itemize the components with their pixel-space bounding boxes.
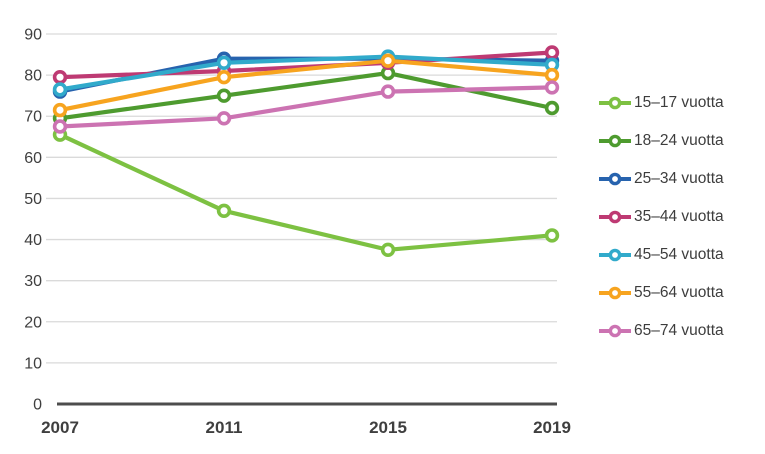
y-tick-label: 40 [24, 232, 42, 249]
y-tick-label: 20 [24, 314, 42, 331]
data-point-55-64-vuotta [544, 67, 560, 83]
data-point-45-54-vuotta [216, 55, 232, 70]
legend-item-55-64-vuotta: 55–64 vuotta [598, 283, 724, 303]
chart-legend: 15–17 vuotta 18–24 vuotta 25–34 vuotta 35–4… [598, 93, 724, 359]
legend-marker-icon [599, 248, 631, 262]
data-point-18-24-vuotta [216, 88, 232, 103]
legend-item-35-44-vuotta: 35–44 vuotta [598, 207, 724, 227]
data-point-35-44-vuotta [52, 69, 68, 85]
x-tick-label: 2011 [206, 418, 243, 437]
data-point-65-74-vuotta [216, 111, 232, 126]
x-tick-label: 2007 [41, 418, 79, 437]
data-point-35-44-vuotta [544, 45, 560, 60]
legend-label: 45–54 vuotta [634, 246, 724, 263]
y-tick-label: 90 [24, 27, 42, 44]
data-point-15-17-vuotta [380, 242, 396, 258]
legend-label: 15–17 vuotta [634, 94, 724, 111]
series-line-55-64-vuotta [57, 58, 555, 113]
legend-marker-icon [599, 324, 631, 338]
legend-item-15-17-vuotta: 15–17 vuotta [598, 93, 724, 113]
legend-label: 35–44 vuotta [634, 208, 724, 225]
y-tick-label: 10 [24, 355, 42, 372]
data-point-65-74-vuotta [52, 119, 68, 134]
data-point-18-24-vuotta [544, 100, 560, 116]
y-tick-label: 80 [24, 68, 42, 85]
y-tick-label: 70 [24, 109, 42, 126]
data-point-55-64-vuotta [52, 102, 68, 118]
data-point-15-17-vuotta [216, 203, 232, 219]
series-line-35-44-vuotta [57, 50, 555, 80]
data-point-15-17-vuotta [544, 228, 560, 243]
x-tick-label: 2019 [533, 418, 571, 437]
series-line-45-54-vuotta [57, 54, 555, 92]
legend-label: 55–64 vuotta [634, 284, 724, 301]
legend-marker-icon [599, 134, 631, 148]
legend-marker-icon [599, 210, 631, 224]
y-tick-label: 0 [33, 397, 42, 414]
legend-label: 65–74 vuotta [634, 322, 724, 339]
legend-label: 18–24 vuotta [634, 132, 724, 149]
data-point-55-64-vuotta [216, 69, 232, 85]
data-point-45-54-vuotta [52, 82, 68, 97]
data-point-65-74-vuotta [380, 84, 396, 99]
data-point-65-74-vuotta [544, 80, 560, 95]
legend-item-65-74-vuotta: 65–74 vuotta [598, 321, 724, 341]
legend-marker-icon [599, 96, 631, 110]
x-tick-label: 2015 [369, 418, 407, 437]
y-tick-label: 30 [24, 273, 42, 290]
series-line-65-74-vuotta [57, 85, 555, 129]
y-tick-label: 50 [24, 191, 42, 208]
series-line-15-17-vuotta [57, 132, 555, 252]
legend-marker-icon [599, 286, 631, 300]
legend-item-25-34-vuotta: 25–34 vuotta [598, 169, 724, 189]
legend-marker-icon [599, 172, 631, 186]
legend-label: 25–34 vuotta [634, 170, 724, 187]
legend-item-45-54-vuotta: 45–54 vuotta [598, 245, 724, 265]
y-tick-label: 60 [24, 150, 42, 167]
legend-item-18-24-vuotta: 18–24 vuotta [598, 131, 724, 151]
data-point-55-64-vuotta [380, 53, 396, 68]
